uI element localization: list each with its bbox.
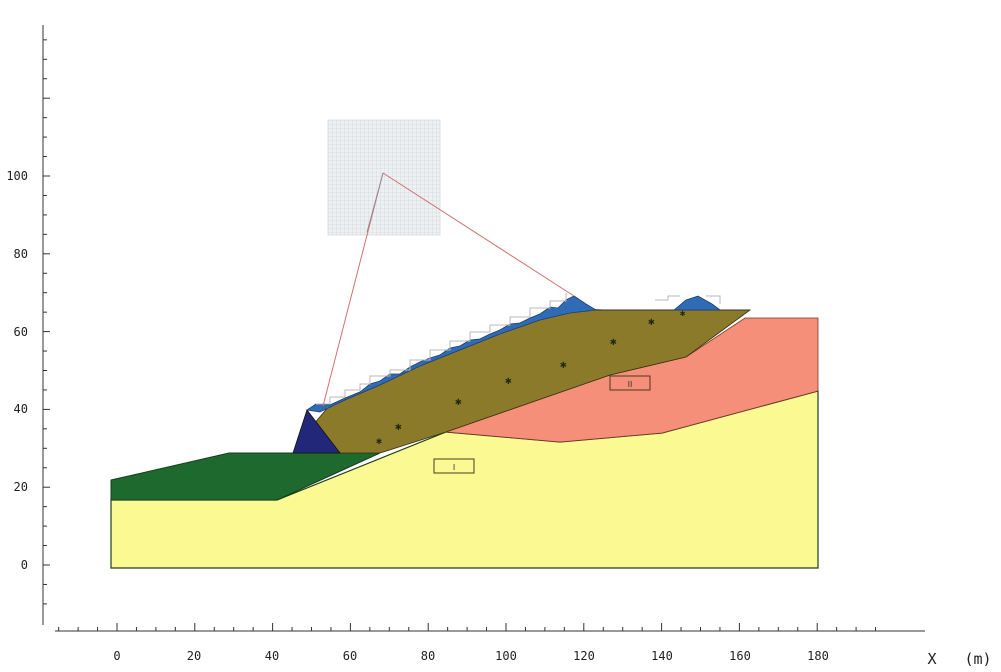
x-axis-minor-ticks [58,623,877,631]
slip-radius-line [366,172,384,233]
y-tick-label: 100 [6,169,28,183]
rubble-marks: ✱ ✱ ✱ ✱ ✱ ✱ ✱ ✱ [376,309,686,447]
x-tick-label: 180 [807,649,829,663]
y-tick-label: 80 [14,247,28,261]
x-axis-label: X [927,650,936,668]
rubble-mark: ✱ [455,395,462,408]
rubble-mark: ✱ [648,315,655,328]
x-axis: 0 20 40 60 80 100 120 140 160 180 X (m) [55,623,992,668]
x-tick-label: 40 [265,649,279,663]
x-tick-label: 100 [495,649,517,663]
x-tick-label: 80 [421,649,435,663]
rubble-mark: ✱ [680,309,686,319]
rubble-mark: ✱ [376,436,382,447]
x-tick-label: 120 [573,649,595,663]
x-tick-label: 160 [729,649,751,663]
y-tick-label: 60 [14,325,28,339]
y-axis-minor-ticks [43,39,50,605]
x-axis-unit: (m) [964,650,991,668]
x-tick-label: 0 [113,649,120,663]
y-axis-tick-labels: 0 20 40 60 80 100 [6,169,28,572]
blue-crest-mound [672,295,722,311]
slip-center-grid [327,119,441,236]
band-stripe [418,136,760,316]
layer-tag-text: II [628,380,633,389]
y-tick-label: 0 [21,558,28,572]
terrace-step-line [655,295,721,304]
layer-tag-text: I [453,463,455,472]
x-axis-tick-labels: 0 20 40 60 80 100 120 140 160 180 [113,649,828,663]
rubble-mark: ✱ [610,335,617,348]
x-tick-label: 20 [187,649,201,663]
rubble-mark: ✱ [560,358,567,371]
terrace-step-line [316,293,567,405]
terrace-outline [316,293,721,405]
x-tick-label: 140 [651,649,673,663]
rubble-mark: ✱ [395,420,402,433]
slip-search [322,119,575,407]
y-axis: 0 20 40 60 80 100 [6,25,50,625]
x-tick-label: 60 [343,649,357,663]
slip-radius-line [382,172,575,297]
layer-tag-pink: II [609,375,651,391]
soil-profile: ✱ ✱ ✱ ✱ ✱ ✱ ✱ ✱ [110,136,819,569]
layer-tag-yellow: I [433,458,475,474]
y-tick-label: 40 [14,402,28,416]
y-tick-label: 20 [14,480,28,494]
slip-radius-line [322,172,384,407]
blue-slope-cover [305,295,598,413]
navy-toe-wedge [292,409,341,454]
rubble-mark: ✱ [505,374,512,387]
